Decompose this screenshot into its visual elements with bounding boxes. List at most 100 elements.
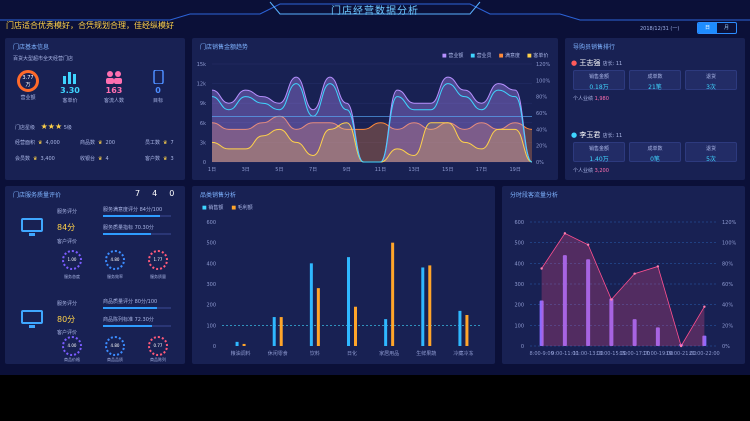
box-label: 销售金额 [588, 146, 609, 152]
toggle-day[interactable]: 日 [698, 23, 717, 33]
y-tick-label: 100 [514, 323, 524, 329]
rating-label: 门店星级 [15, 125, 36, 131]
rank-note: 个人业绩 1,980 [573, 95, 609, 102]
legend-swatch: ■ [231, 205, 237, 211]
x-tick-label: 1日 [208, 167, 216, 173]
trophy-icon: ♛ [163, 155, 168, 162]
dashboard: 门店经营数据分析 门店适合优秀模好，合凭规划合理，佳经纵模好 2018/12/3… [0, 0, 750, 375]
bar-traffic [562, 255, 567, 346]
trophy-icon: ♛ [163, 139, 168, 146]
panel-title: 门店服务质量评价 [13, 192, 62, 199]
metric-label: 客单价 [62, 98, 78, 104]
y-right-tick-label: 60% [722, 282, 733, 288]
x-tick-label: 11:00-13:00 [573, 351, 604, 357]
eval-line: 商品质量评分 80分/100 [103, 299, 158, 305]
x-tick-label: 17:00-19:00 [643, 351, 674, 357]
gauge-label: 商品品质 [107, 357, 123, 362]
rank-card[interactable]: ● 王志强 店长: 11 销售金额 0.18万 成单数 21笔 退货 3次 个人业绩 … [571, 58, 741, 114]
ratio-point [586, 243, 590, 246]
legend-label: 毛利额 [237, 205, 253, 211]
x-tick-label: 生鲜果蔬 [416, 350, 436, 357]
legend-item[interactable]: ■ 销售额 [202, 204, 223, 211]
legend-label: 客单价 [533, 53, 549, 59]
progress-bar [103, 307, 171, 309]
gauge: 1.00 [62, 250, 82, 270]
score-label: 服务评分 [57, 301, 78, 307]
legend-item[interactable]: ■ 营业员 [470, 52, 491, 59]
progress-bar [103, 215, 171, 217]
score-sub: 客户评价 [57, 330, 78, 336]
x-tick-label: 15日 [442, 167, 453, 173]
x-tick-label: 休闲零食 [268, 350, 288, 357]
x-tick-label: 9日 [343, 167, 351, 173]
stat-area: 经营面积 ♛ 4,000 [15, 139, 60, 147]
y-right-tick-label: 100% [722, 241, 737, 247]
bar-profit [242, 343, 246, 346]
y-tick-label: 200 [206, 303, 216, 309]
box-label: 成单数 [647, 74, 663, 80]
panel-title: 门店基本信息 [13, 44, 50, 51]
bar-profit [465, 315, 469, 346]
box-label: 销售金额 [588, 74, 609, 80]
ratio-point [563, 232, 567, 235]
y-tick-label: 200 [514, 303, 524, 309]
legend-item[interactable]: ■ 毛利额 [231, 204, 252, 211]
legend-item[interactable]: ■ 营业额 [442, 52, 463, 59]
box-label: 成单数 [647, 146, 663, 152]
metric-label: 客流人数 [103, 98, 124, 104]
progress-fill [103, 215, 161, 217]
period-toggle[interactable]: 日 月 [697, 22, 737, 34]
gauge: 4.80 [105, 336, 125, 356]
category-legend: ■ 销售额 ■ 毛利额 [202, 204, 253, 211]
x-tick-label: 15:00-17:00 [619, 351, 650, 357]
ratio-line [541, 232, 705, 347]
ring-icon: 3.77万 [17, 70, 39, 92]
trophy-icon: ♛ [98, 139, 103, 146]
rank-card[interactable]: ● 李玉君 店长: 11 销售金额 1.40万 成单数 0笔 退货 5次 个人业绩 3… [571, 130, 741, 180]
series-area [212, 116, 532, 162]
x-tick-label: 19:00-21:00 [666, 351, 697, 357]
stat-box: 退货 5次 [685, 142, 737, 163]
store-rating: 门店星级 ★★★ 5级 [15, 122, 72, 131]
store-info-panel: 门店基本信息 百货大型超市全天经营门店 3.77万 营业额 3.30 客单价 1… [5, 38, 185, 180]
legend-swatch: ■ [527, 53, 532, 59]
x-tick-label: 3日 [242, 167, 250, 173]
rank-person: ● 王志强 店长: 11 [571, 58, 622, 68]
toggle-month[interactable]: 月 [723, 25, 729, 31]
score-value: 80分 [57, 315, 76, 324]
box-value: 3次 [706, 84, 716, 91]
y-right-tick-label: 120% [536, 62, 551, 68]
bar-profit [279, 317, 283, 346]
ratio-point [610, 298, 613, 301]
header: 门店经营数据分析 门店适合优秀模好，合凭规划合理，佳经纵模好 2018/12/3… [0, 0, 750, 36]
x-tick-label: 13日 [408, 167, 419, 173]
x-tick-label: 7日 [309, 167, 317, 173]
bar-traffic [539, 300, 544, 346]
x-tick-label: 家居用品 [379, 350, 399, 357]
metric-label: 营业额 [20, 95, 36, 101]
legend-item[interactable]: ■ 满意度 [499, 52, 520, 59]
note-label: 个人业绩 [573, 168, 594, 174]
legend-label: 满意度 [505, 53, 521, 59]
legend-label: 营业员 [476, 53, 492, 59]
eval-line: 服务满意度评分 84分/100 [103, 207, 163, 213]
legend-item[interactable]: ■ 客单价 [527, 52, 548, 59]
gauge-label: 商品价格 [64, 357, 80, 362]
bar-chart-icon [63, 72, 76, 84]
y-right-tick-label: 100% [536, 78, 551, 84]
y-tick-label: 6k [200, 121, 206, 127]
stat-box: 销售金额 1.40万 [573, 142, 625, 163]
stat-value: 4 [105, 155, 109, 162]
legend-swatch: ■ [470, 53, 476, 59]
monitor-icon [21, 218, 43, 236]
bar-sales [347, 257, 350, 346]
y-right-tick-label: 0% [722, 344, 730, 350]
y-tick-label: 400 [514, 261, 524, 267]
count-value: 0 [169, 189, 175, 198]
y-tick-label: 600 [514, 220, 524, 226]
monitor-icon [21, 310, 43, 328]
progress-fill [103, 233, 151, 235]
note-label: 个人业绩 [573, 96, 594, 102]
legend-label: 销售额 [208, 205, 224, 211]
panel-title: 品类销售分析 [200, 192, 237, 199]
